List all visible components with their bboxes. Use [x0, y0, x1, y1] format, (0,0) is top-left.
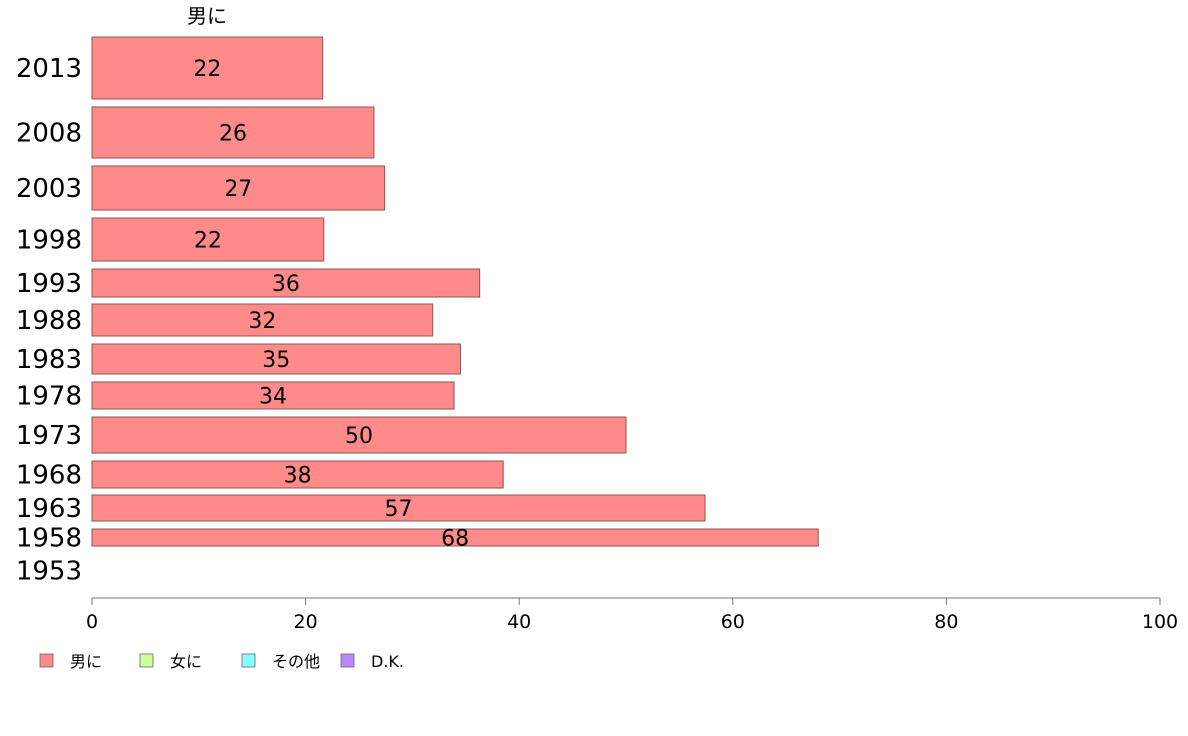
x-axis: 0 20 40 60 80 100 [86, 597, 1178, 633]
bar [91, 381, 455, 410]
x-tick-label: 40 [507, 611, 531, 633]
bar [91, 416, 627, 454]
year-label: 1953 [16, 557, 82, 587]
data-label: 36 [272, 272, 300, 297]
x-tick-label: 60 [721, 611, 745, 633]
year-label: 1978 [16, 382, 82, 412]
legend-swatch [39, 653, 54, 668]
bar [91, 268, 481, 298]
year-label: 2003 [16, 174, 82, 204]
x-tick-label: 0 [86, 611, 98, 633]
year-label: 1983 [16, 345, 82, 375]
data-label: 35 [262, 348, 290, 373]
bar-rows: 2013 22 2008 26 2003 27 1998 22 1993 36 1988 32 1983… [16, 36, 819, 587]
bar [91, 36, 324, 100]
legend: 男に 女に その他 D.K. [39, 652, 404, 671]
bar [91, 165, 386, 211]
x-tick-label: 100 [1142, 611, 1178, 633]
data-label: 57 [385, 497, 413, 522]
data-label: 26 [219, 122, 247, 147]
bar [91, 460, 504, 489]
data-label: 38 [284, 464, 312, 489]
year-label: 1973 [16, 421, 82, 451]
x-tick-label: 20 [294, 611, 318, 633]
legend-label: 男に [70, 652, 102, 671]
year-label: 1988 [16, 306, 82, 336]
column-header: 男に [187, 4, 227, 28]
bar [91, 528, 819, 547]
bar [91, 494, 706, 522]
data-label: 22 [194, 229, 222, 254]
year-label: 1968 [16, 461, 82, 491]
year-label: 2013 [16, 54, 82, 84]
bar [91, 343, 461, 375]
year-label: 1998 [16, 226, 82, 256]
x-tick-label: 80 [934, 611, 958, 633]
legend-swatch [139, 653, 154, 668]
bar [91, 106, 375, 159]
data-label: 34 [259, 385, 287, 410]
year-label: 1958 [16, 524, 82, 554]
bar [91, 303, 434, 337]
bar [91, 217, 325, 262]
data-label: 22 [193, 57, 221, 82]
year-label: 1963 [16, 494, 82, 524]
legend-label: その他 [272, 652, 320, 671]
data-label: 68 [441, 527, 469, 552]
year-label: 1993 [16, 269, 82, 299]
data-label: 50 [345, 424, 373, 449]
legend-swatch [241, 653, 256, 668]
legend-swatch [340, 653, 355, 668]
year-label: 2008 [16, 119, 82, 149]
legend-label: D.K. [371, 652, 404, 671]
data-label: 32 [248, 309, 276, 334]
data-label: 27 [224, 177, 252, 202]
legend-label: 女に [170, 652, 202, 671]
